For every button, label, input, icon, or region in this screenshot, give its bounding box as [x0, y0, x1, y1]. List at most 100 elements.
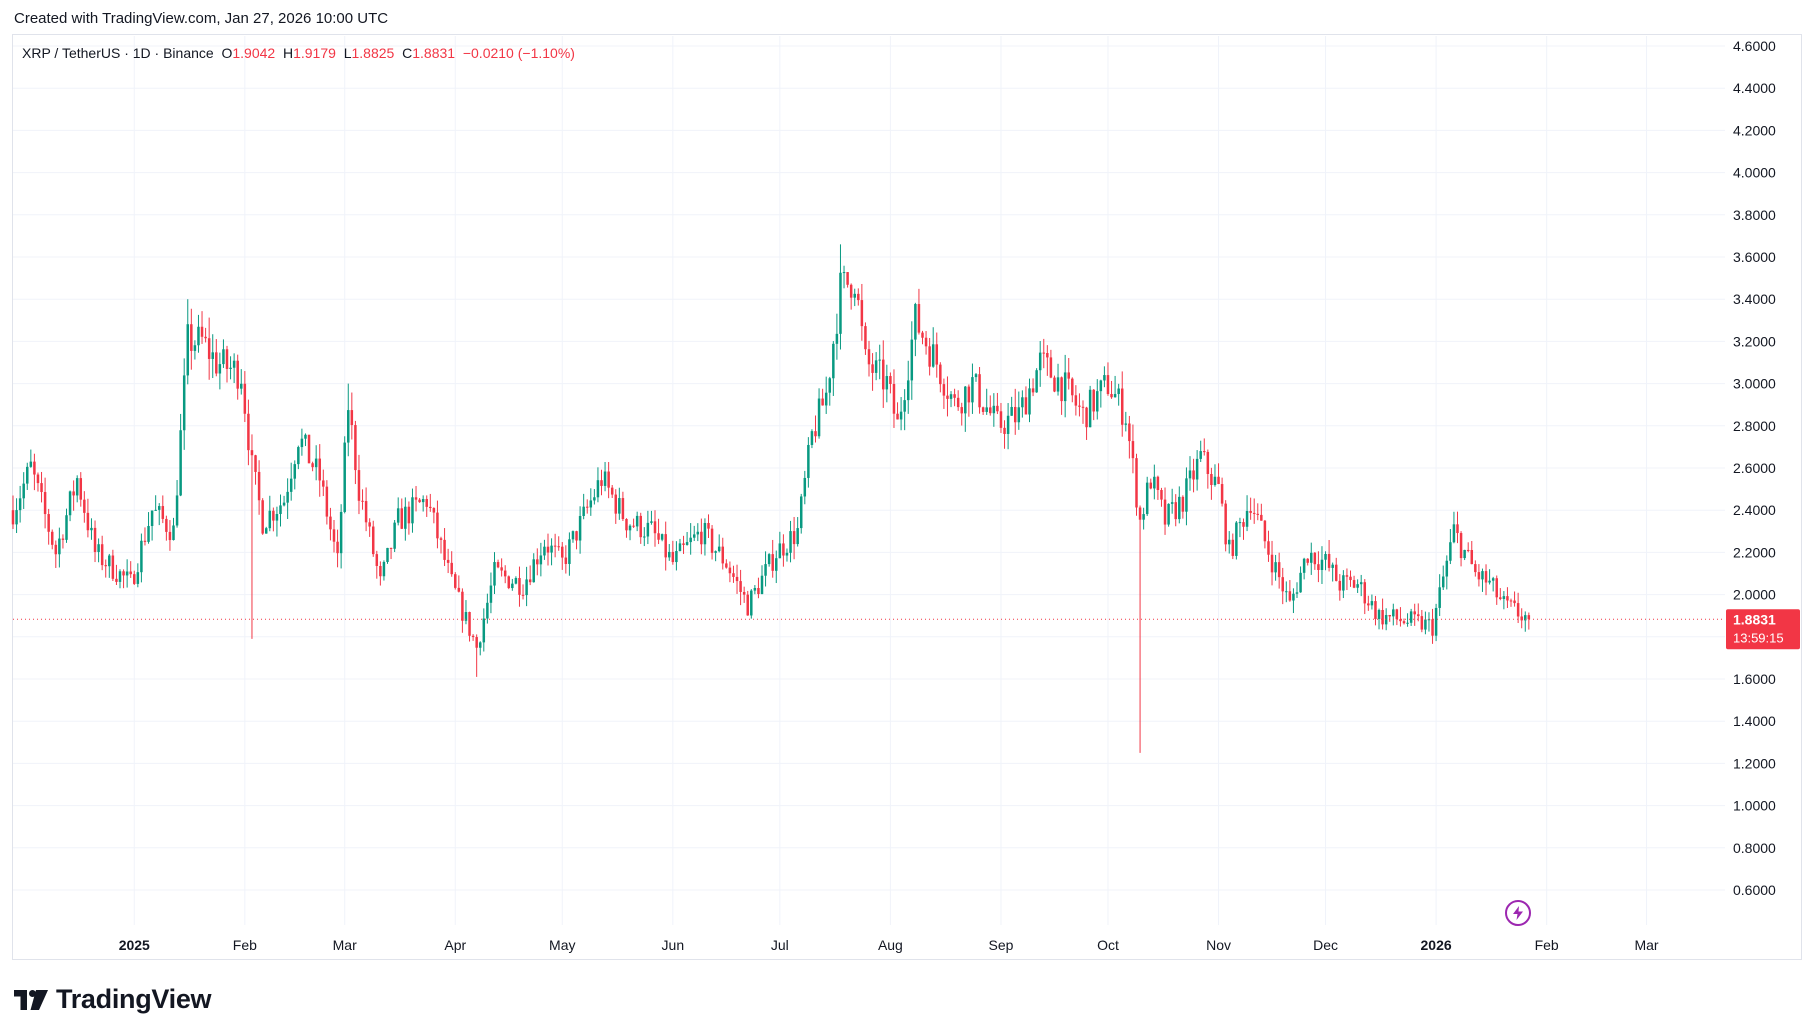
candle-body: [1424, 619, 1427, 630]
candle-body: [43, 492, 47, 515]
candle-body: [657, 533, 660, 540]
y-tick-label: 3.4000: [1733, 291, 1776, 307]
candle-body: [161, 506, 165, 519]
candle-body: [1042, 352, 1046, 354]
candle-body: [1067, 372, 1070, 379]
lightning-glyph: [1513, 906, 1523, 920]
candle-body: [1417, 614, 1420, 617]
candle-body: [125, 571, 129, 576]
candle-body: [1331, 564, 1334, 568]
candle-body: [1516, 603, 1520, 617]
candle-body: [828, 378, 832, 393]
candle-body: [764, 564, 767, 576]
candle-body: [339, 511, 343, 554]
candle-body: [589, 500, 593, 508]
candle-body: [257, 471, 261, 501]
tradingview-logo[interactable]: TradingView: [14, 984, 212, 1015]
candle-body: [628, 525, 632, 531]
candle-body: [778, 543, 782, 559]
candle-body: [143, 540, 147, 542]
x-tick-label: Mar: [333, 937, 357, 953]
candle-body: [1053, 377, 1056, 392]
candle-body: [1506, 596, 1509, 601]
candle-body: [1203, 451, 1206, 453]
candle-body: [1135, 458, 1138, 508]
candle-body: [418, 499, 421, 503]
candle-body: [1074, 395, 1078, 406]
candle-body: [1292, 593, 1295, 601]
candle-body: [407, 506, 411, 524]
candle-body: [571, 531, 575, 540]
x-tick-label: Nov: [1206, 937, 1231, 953]
candle-body: [1466, 549, 1470, 551]
x-axis: 2025 Feb Mar Apr May Jun Jul Aug Sep Oct Nov Dec 202…: [119, 937, 1659, 953]
candle-body: [910, 339, 914, 381]
candle-body: [150, 510, 154, 526]
candle-body: [942, 384, 946, 396]
candle-body: [371, 526, 375, 555]
candle-body: [1295, 592, 1299, 594]
candle-body: [639, 515, 642, 538]
candle-body: [200, 326, 204, 337]
candle-body: [254, 455, 257, 472]
candle-body: [1174, 502, 1177, 520]
tradingview-wordmark: TradingView: [56, 984, 212, 1014]
candle-body: [839, 272, 842, 334]
candle-body: [1188, 470, 1192, 479]
candle-body: [668, 551, 671, 558]
candle-body: [610, 487, 614, 495]
candle-body: [996, 405, 999, 412]
candle-body: [921, 332, 924, 338]
y-tick-label: 1.2000: [1733, 755, 1776, 771]
candle-body: [175, 495, 179, 526]
candle-body: [368, 522, 371, 527]
high-label: H: [282, 45, 294, 61]
candle-body: [229, 367, 232, 369]
candle-body: [725, 563, 728, 568]
candle-body: [261, 500, 264, 534]
candle-body: [889, 376, 892, 384]
candle-body: [108, 555, 111, 567]
candle-body: [864, 326, 867, 350]
y-tick-label: 4.6000: [1733, 38, 1776, 54]
candle-body: [475, 637, 478, 648]
candle-body: [564, 557, 568, 564]
candle-body: [643, 536, 646, 538]
candle-body: [1310, 552, 1313, 563]
close-value: 1.8831: [412, 45, 456, 61]
candle-body: [1409, 611, 1413, 623]
candle-body: [703, 522, 707, 545]
candle-body: [457, 587, 461, 592]
candle-body: [824, 392, 828, 406]
low-value: 1.8825: [351, 45, 395, 61]
candle-body: [750, 590, 753, 616]
candle-body: [232, 360, 236, 368]
candle-body: [650, 521, 653, 523]
candle-body: [553, 545, 557, 547]
candle-body: [122, 571, 125, 576]
candle-body: [421, 499, 425, 503]
candle-body: [297, 447, 300, 465]
candle-body: [147, 525, 150, 542]
candle-body: [1213, 476, 1217, 486]
candle-body: [464, 612, 468, 621]
candle-body: [999, 411, 1003, 428]
candle-body: [314, 458, 318, 468]
candle-body: [493, 562, 496, 586]
candle-body: [1413, 611, 1416, 615]
candle-body: [696, 531, 700, 535]
candle-body: [1445, 560, 1449, 577]
candle-body: [136, 572, 140, 584]
candle-body: [486, 602, 489, 619]
candle-body: [318, 458, 321, 481]
candle-body: [1145, 482, 1149, 515]
candle-body: [1035, 370, 1038, 393]
candle-body: [1167, 503, 1170, 525]
candle-body: [971, 377, 974, 403]
candle-body: [1049, 357, 1053, 378]
y-tick-label: 1.6000: [1733, 671, 1776, 687]
candle-body: [575, 531, 578, 541]
candle-body: [835, 333, 839, 344]
lightning-icon[interactable]: [1505, 900, 1531, 926]
